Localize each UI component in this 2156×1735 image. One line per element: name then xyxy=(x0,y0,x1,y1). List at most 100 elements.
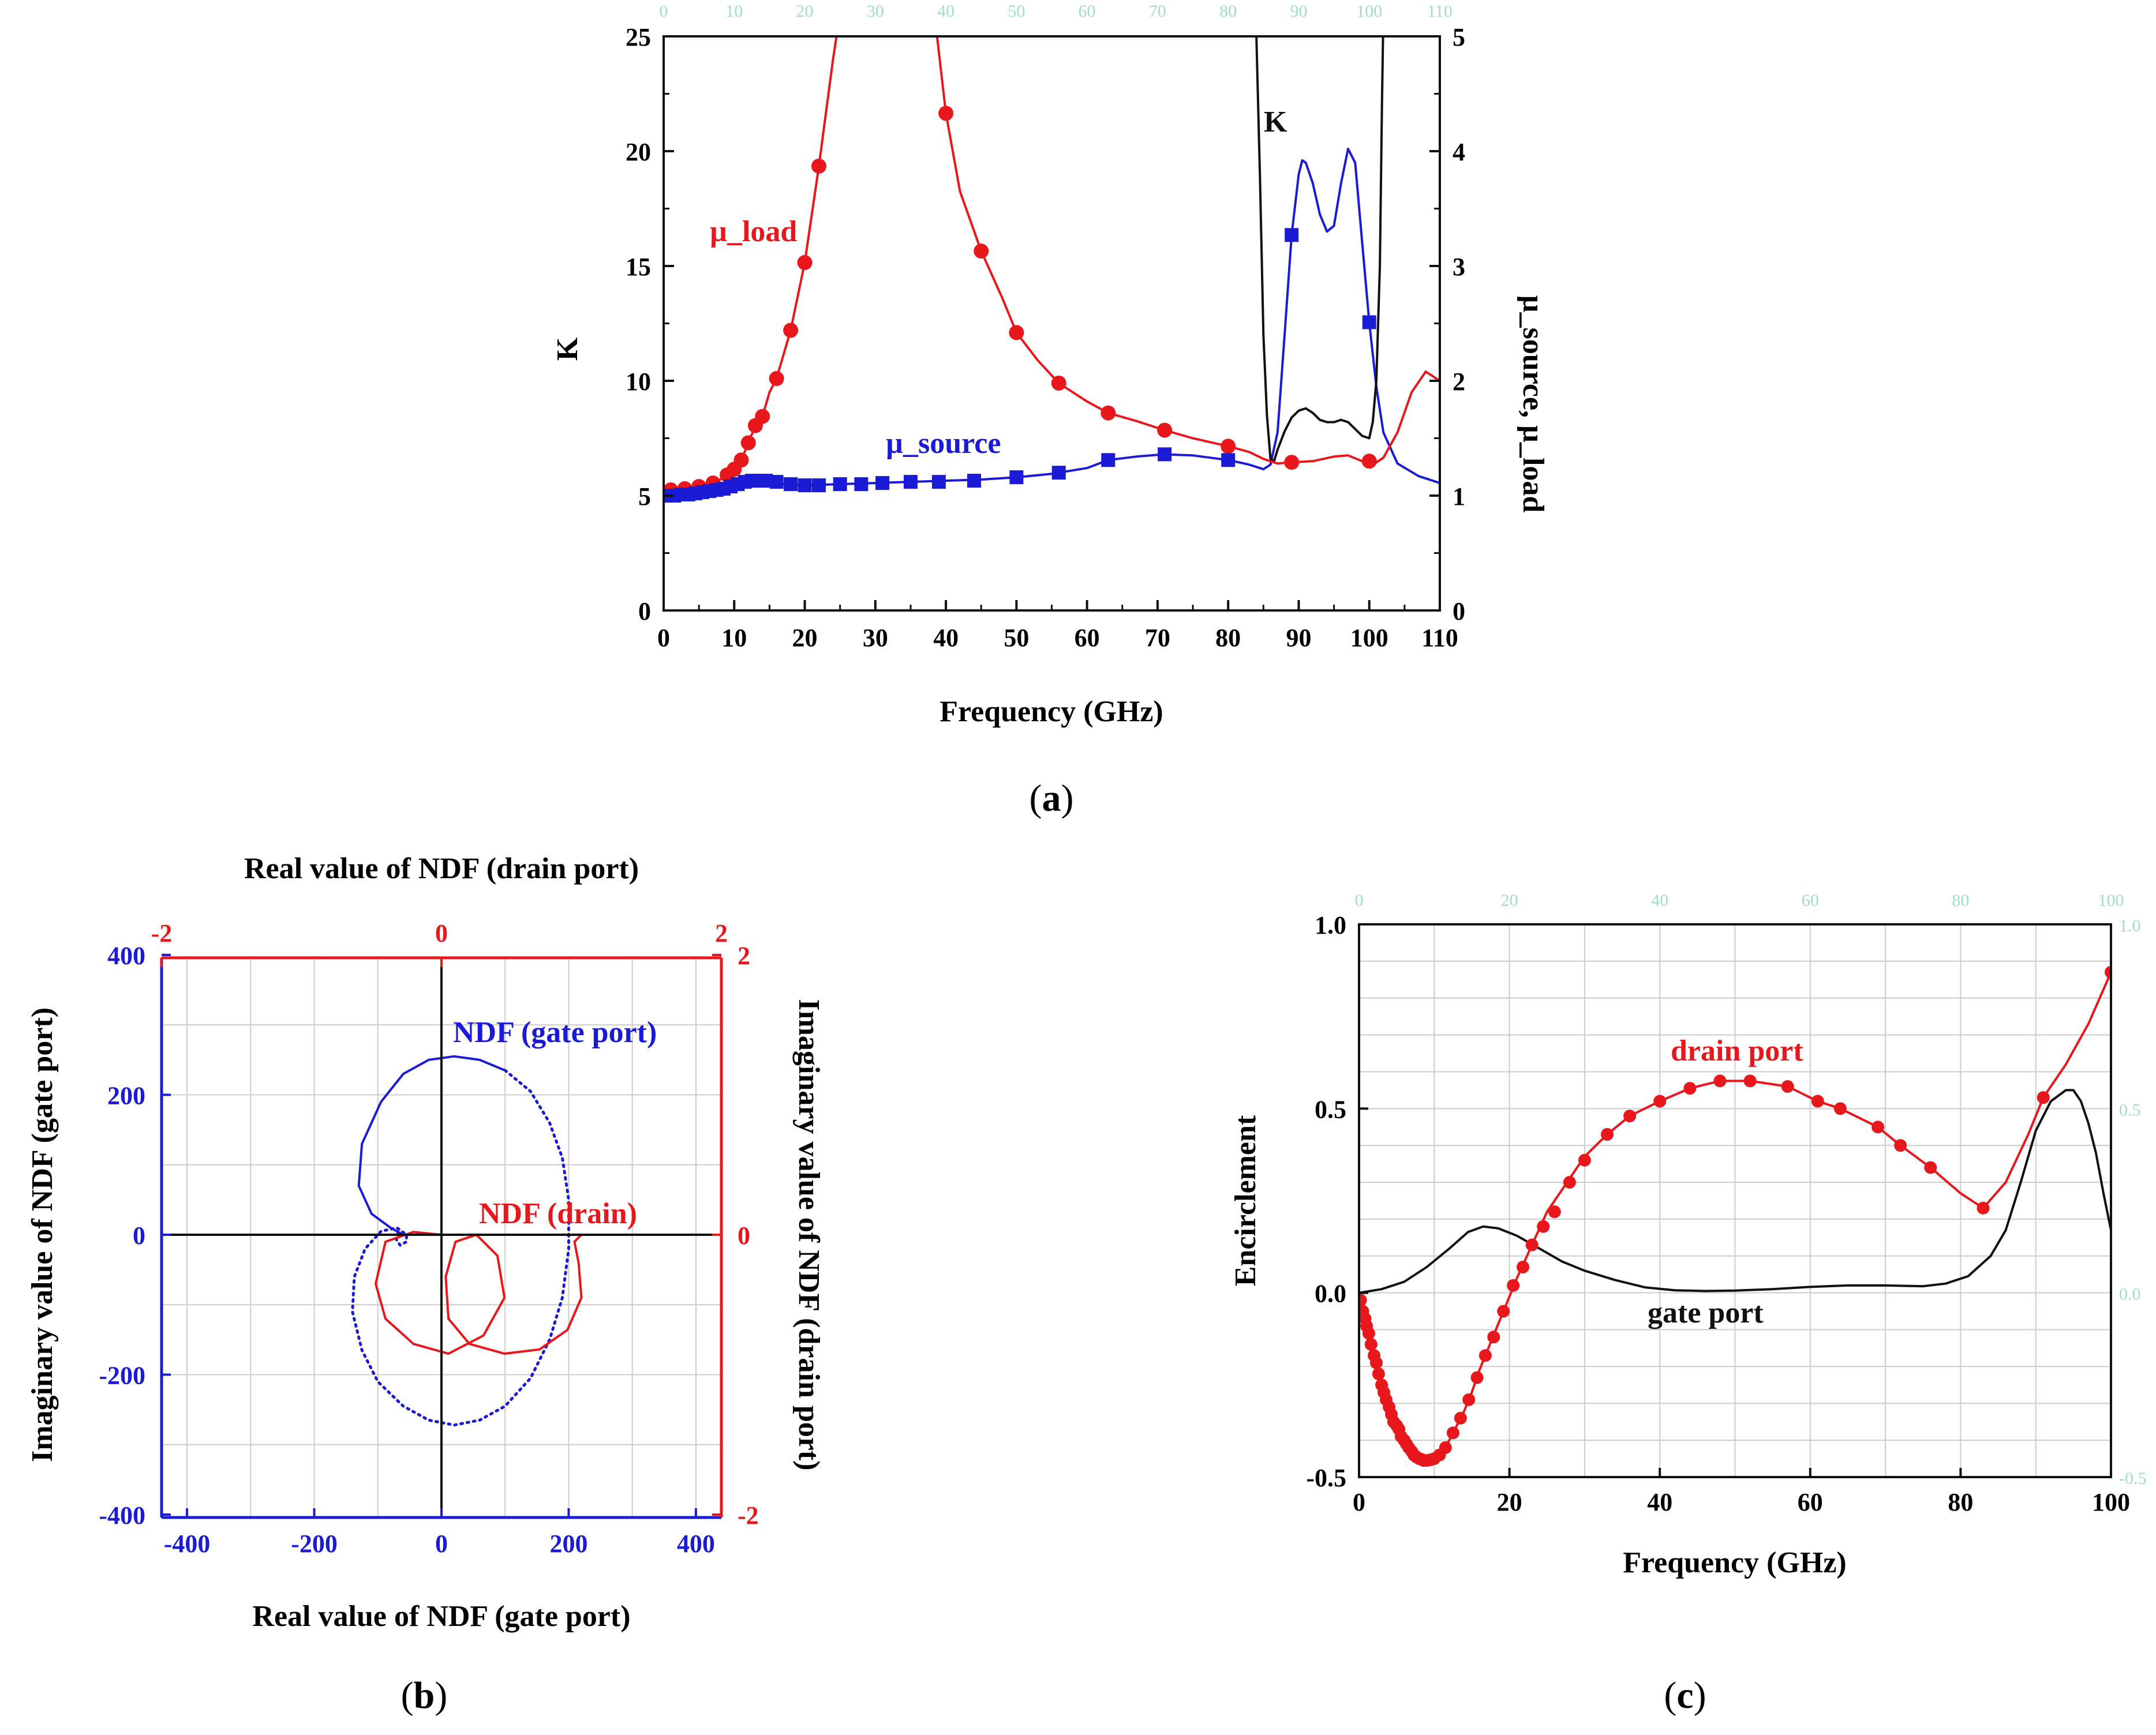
panel-a-x-tick-label: 110 xyxy=(1421,624,1458,652)
panel-a-x-tick-label: 70 xyxy=(1145,624,1170,652)
panel-c-y-tick-label: 0.5 xyxy=(1315,1095,1346,1123)
panel-c-faint-ticks: 0 20 40 60 80 100 -0.5 0.0 0.5 1.0 xyxy=(1355,891,2147,1488)
mu-source-line xyxy=(664,148,1440,497)
panel-a-top-faint-tick-label: 80 xyxy=(1219,2,1237,21)
panel-c-y-tick-label: 1.0 xyxy=(1315,911,1346,939)
panel-a-y-right-tick-label: 1 xyxy=(1453,482,1465,511)
panel-a-top-faint-ticks: 0 10 20 30 40 50 60 70 80 90 100 110 xyxy=(660,2,1453,21)
panel-a-y-right-tick-label: 3 xyxy=(1453,253,1465,281)
panel-a-top-faint-tick-label: 60 xyxy=(1079,2,1096,21)
drain-port-marker xyxy=(1743,1074,1757,1088)
mu-load-marker xyxy=(1157,422,1173,438)
mu-source-marker xyxy=(812,478,826,493)
panel-a-y-left-tick-label: 20 xyxy=(626,138,651,166)
mu-load-marker xyxy=(797,255,813,271)
panel-b-data xyxy=(351,1055,583,1427)
panel-a-top-faint-tick-label: 10 xyxy=(725,2,743,21)
panel-b-y-left-tick-label: 400 xyxy=(107,942,145,970)
drain-port-marker xyxy=(1470,1371,1484,1384)
panel-a-y-left-tick-label: 5 xyxy=(638,482,651,511)
panel-c-caption: (c) xyxy=(1664,1674,1706,1717)
drain-port-marker xyxy=(1871,1121,1885,1134)
ndf-gate-curve-dotted xyxy=(351,1069,570,1427)
panel-c-top-faint-tick-label: 0 xyxy=(1355,891,1364,910)
mu-load-line xyxy=(935,36,1440,465)
drain-port-marker xyxy=(1507,1279,1520,1292)
panel-c: 0 20 40 60 80 100-0.50.00.51.0 0 20 40 60 80 100-0… xyxy=(1229,891,2147,1717)
drain-port-marker xyxy=(1462,1393,1476,1406)
drain-port-marker xyxy=(2037,1091,2050,1104)
mu-source-marker xyxy=(1101,453,1116,467)
panel-a-x-tick-label: 0 xyxy=(657,624,670,652)
drain-port-marker xyxy=(1525,1238,1539,1251)
mu-load-marker xyxy=(1284,455,1300,470)
mu-load-marker xyxy=(740,435,756,451)
k-curve-label: K xyxy=(1264,106,1287,138)
drain-port-marker xyxy=(1683,1082,1697,1095)
panel-c-top-faint-tick-label: 80 xyxy=(1952,891,1969,910)
panel-c-top-faint-tick-label: 100 xyxy=(2098,891,2124,910)
drain-port-marker xyxy=(1359,1294,1367,1307)
panel-b-x-bottom-tick-label: 0 xyxy=(435,1530,448,1558)
drain-port-marker xyxy=(1369,1356,1383,1370)
mu-load-marker xyxy=(1101,405,1116,421)
mu-source-marker xyxy=(903,475,918,489)
panel-a-top-faint-tick-label: 90 xyxy=(1290,2,1307,21)
mu-load-marker xyxy=(733,452,749,468)
mu-load-label: µ_load xyxy=(710,215,797,248)
panel-b-x-bottom-axis-label: Real value of NDF (gate port) xyxy=(252,1600,630,1633)
drain-port-marker xyxy=(1446,1426,1459,1440)
drain-port-marker xyxy=(1364,1338,1378,1351)
panel-a-y-left-tick-label: 15 xyxy=(626,253,651,281)
panel-a-x-tick-label: 60 xyxy=(1075,624,1100,652)
panel-a-x-tick-label: 50 xyxy=(1004,624,1029,652)
drain-port-marker xyxy=(1487,1331,1500,1344)
panel-a-x-axis-label: Frequency (GHz) xyxy=(939,695,1163,728)
drain-port-marker xyxy=(1454,1411,1467,1425)
mu-source-marker xyxy=(1158,447,1172,462)
panel-c-x-tick-label: 20 xyxy=(1497,1488,1522,1516)
gate-port-label: gate port xyxy=(1648,1296,1764,1329)
panel-b-x-bottom-tick-label: 400 xyxy=(677,1530,715,1558)
ndf-gate-curve xyxy=(357,1055,507,1236)
drain-port-marker xyxy=(1713,1074,1727,1088)
panel-c-right-faint-tick-label: 0.5 xyxy=(2119,1100,2141,1119)
panel-c-right-faint-tick-label: 0.0 xyxy=(2119,1285,2141,1304)
drain-port-marker xyxy=(1653,1095,1667,1108)
panel-a: 0 10 20 30 40 50 60 70 80 90 100 110 0 10 20 30 40 50 60 7… xyxy=(551,2,1549,819)
mu-source-marker xyxy=(769,475,784,489)
panel-a-y-left-axis-label: K xyxy=(551,337,584,361)
mu-source-label: µ_source xyxy=(886,427,1001,460)
drain-port-marker xyxy=(1548,1205,1561,1219)
panel-b-y-left-tick-label: -200 xyxy=(99,1362,145,1390)
panel-a-x-tick-label: 90 xyxy=(1286,624,1311,652)
panel-b-caption: (b) xyxy=(401,1674,448,1717)
panel-a-top-faint-tick-label: 50 xyxy=(1008,2,1025,21)
mu-load-marker xyxy=(1221,439,1236,454)
panel-a-top-faint-tick-label: 30 xyxy=(867,2,884,21)
drain-port-marker xyxy=(1537,1220,1550,1233)
panel-a-x-tick-label: 80 xyxy=(1215,624,1241,652)
mu-source-marker xyxy=(833,477,847,492)
panel-a-y-right-tick-label: 0 xyxy=(1453,597,1465,625)
drain-port-marker xyxy=(1781,1080,1794,1093)
mu-load-marker xyxy=(1051,375,1066,391)
panel-c-y-axis-label: Encirclement xyxy=(1229,1115,1262,1286)
mu-source-marker xyxy=(784,477,798,492)
panel-c-x-tick-label: 0 xyxy=(1353,1488,1365,1516)
panel-a-x-tick-label: 10 xyxy=(721,624,747,652)
panel-c-top-faint-tick-label: 60 xyxy=(1802,891,1819,910)
mu-load-marker xyxy=(1361,454,1377,469)
panel-a-top-faint-tick-label: 100 xyxy=(1356,2,1382,21)
drain-port-marker xyxy=(1478,1349,1492,1362)
panel-c-data xyxy=(1359,924,2111,1477)
panel-a-x-tick-label: 20 xyxy=(792,624,818,652)
mu-load-marker xyxy=(974,243,989,259)
mu-source-marker xyxy=(967,474,981,488)
panel-a-x-tick-label: 40 xyxy=(933,624,959,652)
panel-b-y-right-tick-label: 0 xyxy=(738,1221,750,1250)
mu-source-marker xyxy=(875,476,890,490)
panel-a-x-tick-label: 100 xyxy=(1350,624,1388,652)
